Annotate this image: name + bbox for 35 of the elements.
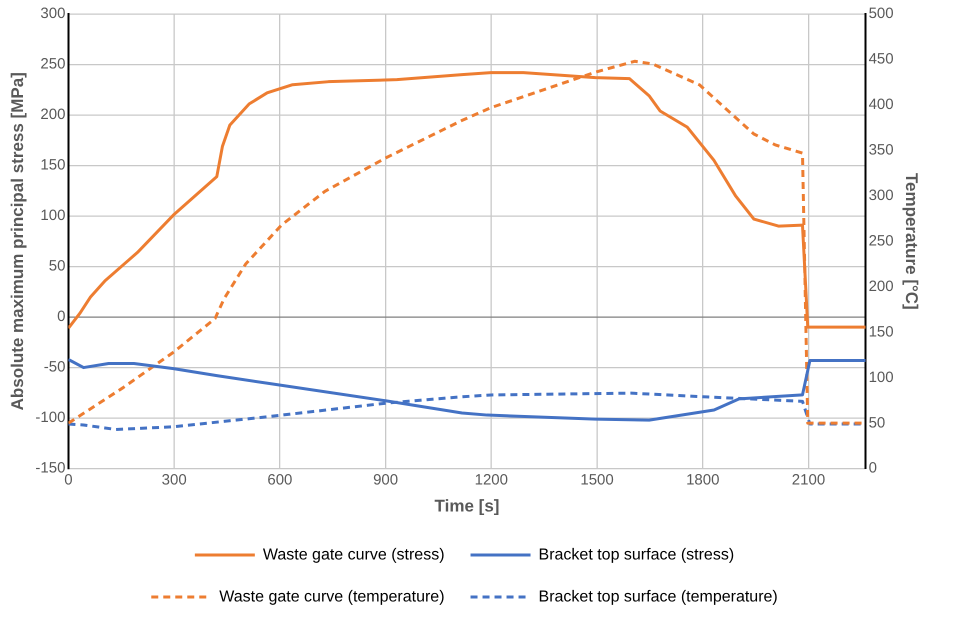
y2-tick-label: 300 (868, 186, 894, 204)
x-tick-label: 1200 (474, 472, 508, 489)
y-tick-label: 200 (40, 106, 66, 124)
y2-tick-label: 500 (868, 5, 894, 22)
y-tick-label: 300 (40, 5, 66, 22)
x-tick-label: 600 (267, 472, 292, 489)
y2-tick-label: 450 (868, 50, 894, 68)
y-axis-title: Absolute maximum principal stress [MPa] (8, 72, 27, 410)
y-tick-label: 150 (40, 156, 66, 174)
x-axis-title: Time [s] (434, 496, 500, 516)
legend-label: Waste gate curve (stress) (262, 546, 445, 564)
y2-tick-label: 250 (868, 232, 894, 250)
x-tick-label: 1800 (686, 472, 720, 489)
x-tick-label: 300 (162, 472, 187, 489)
y2-tick-label: 400 (868, 96, 894, 114)
y-tick-label: 50 (48, 258, 66, 275)
y-tick-label: 100 (40, 207, 66, 224)
x-tick-label: 2100 (792, 472, 826, 489)
x-tick-label: 1500 (580, 472, 614, 489)
y-tick-label: 0 (57, 308, 66, 326)
y2-tick-label: 200 (868, 278, 894, 295)
legend-label: Waste gate curve (temperature) (219, 588, 445, 606)
legend-label: Bracket top surface (temperature) (538, 588, 778, 606)
y2-tick-label: 0 (868, 460, 877, 477)
y2-tick-label: 50 (868, 414, 886, 432)
y-tick-label: -100 (35, 409, 66, 426)
y-tick-label: -50 (44, 358, 66, 376)
y2-tick-label: 150 (868, 323, 894, 340)
y-tick-label: 250 (40, 56, 66, 73)
legend-label: Bracket top surface (stress) (538, 546, 734, 564)
y2-tick-label: 350 (868, 142, 894, 159)
y2-axis-title: Temperature [°C] (902, 172, 922, 310)
x-tick-label: 900 (373, 472, 398, 489)
y2-tick-label: 100 (868, 368, 894, 386)
y-tick-label: -150 (35, 460, 66, 477)
